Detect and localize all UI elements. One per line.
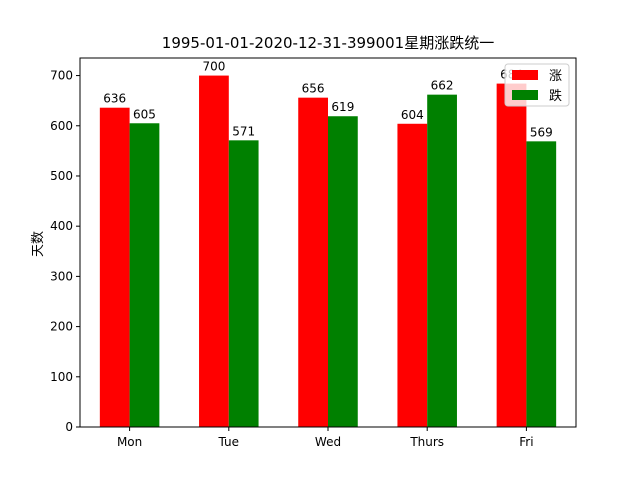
x-tick-label: Thurs [409,435,444,449]
legend: 涨跌 [504,63,570,107]
bar-fall-mon [129,123,160,428]
bar-rise-wed [298,97,328,427]
bar-fall-wed [328,116,358,428]
y-tick-label: 500 [50,169,73,183]
bar-rise-fri [496,83,527,427]
x-tick-label: Wed [315,435,341,449]
y-tick-label: 0 [65,420,73,434]
x-tick-label: Fri [519,435,533,449]
data-label: 636 [103,92,126,106]
y-tick-label: 400 [50,219,73,233]
data-label: 605 [133,107,156,121]
data-label: 700 [202,60,225,74]
data-label: 662 [431,79,454,93]
y-tick-label: 200 [50,320,73,334]
x-tick-label: Tue [218,435,240,449]
legend-label: 涨 [549,69,562,84]
y-tick-label: 700 [50,69,73,83]
y-axis-label: 天数 [31,231,46,257]
y-tick-label: 100 [50,370,73,384]
data-label: 656 [302,82,325,96]
chart-title: 1995-01-01-2020-12-31-399001星期涨跌统一 [162,34,494,52]
bar-fall-tue [228,140,259,427]
bar-rise-mon [99,107,130,427]
data-label: 619 [331,100,354,114]
x-tick-label: Mon [117,435,142,449]
y-tick-label: 600 [50,119,73,133]
y-tick-label: 300 [50,269,73,283]
plot-area: 6367006566046846055716196625690100200300… [50,57,577,449]
bar-fall-fri [526,141,557,427]
legend-swatch [512,90,538,100]
legend-label: 跌 [549,88,562,104]
bar-fall-thurs [427,94,457,428]
legend-swatch [512,70,538,80]
data-label: 569 [530,125,553,139]
bar-rise-tue [199,75,229,427]
bar-rise-thurs [397,123,428,428]
data-label: 571 [232,124,255,138]
data-label: 604 [401,108,424,122]
